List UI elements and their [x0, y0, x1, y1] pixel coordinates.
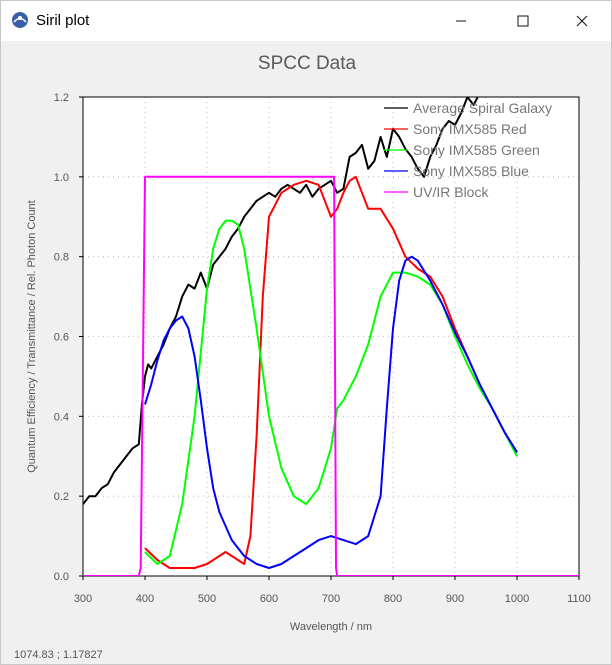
x-tick-label: 900 [446, 593, 464, 605]
y-tick-label: 0.0 [54, 571, 69, 583]
cursor-x-value: 1074.83 [14, 649, 54, 661]
y-tick-label: 0.4 [54, 411, 69, 423]
y-tick-label: 0.2 [54, 491, 69, 503]
legend-entry-3: Sony IMX585 Green [413, 142, 540, 158]
series-line-5 [83, 175, 579, 576]
y-tick-label: 0.6 [54, 332, 69, 344]
x-tick-label: 300 [74, 593, 92, 605]
close-icon [576, 15, 588, 27]
close-button[interactable] [559, 1, 605, 41]
legend-entry-1: Average Spiral Galaxy [413, 100, 552, 116]
title-bar[interactable]: Siril plot [1, 1, 611, 41]
x-tick-label: 800 [384, 593, 402, 605]
cursor-readout: 1074.83 ; 1.17827 [14, 649, 103, 661]
minimize-icon [456, 20, 466, 22]
minimize-button[interactable] [438, 1, 484, 41]
x-axis-label: Wavelength / nm [290, 621, 372, 633]
window-title: Siril plot [36, 12, 90, 29]
series-line-1 [83, 97, 486, 505]
series-line-4 [144, 255, 518, 569]
cursor-separator: ; [56, 649, 60, 661]
siril-app-icon [12, 12, 28, 28]
maximize-icon [517, 15, 529, 27]
y-tick-label: 0.8 [54, 252, 69, 264]
x-tick-label: 400 [136, 593, 154, 605]
x-tick-label: 500 [198, 593, 216, 605]
y-tick-label: 1.2 [54, 92, 69, 104]
maximize-button[interactable] [500, 1, 546, 41]
series-line-2 [144, 175, 518, 569]
x-tick-label: 1000 [505, 593, 529, 605]
spectral-plot[interactable]: 300 400 500 600 700 800 900 1000 1100 0.0 0.2 0.4 0.… [1, 1, 612, 641]
x-tick-label: 1100 [567, 593, 591, 605]
chart-title: SPCC Data [257, 53, 357, 74]
y-tick-label: 1.0 [54, 172, 69, 184]
cursor-y-value: 1.17827 [62, 649, 103, 661]
x-tick-label: 700 [322, 593, 340, 605]
legend-entry-5: UV/IR Block [413, 184, 489, 200]
legend-entry-2: Sony IMX585 Red [413, 121, 527, 137]
legend-entry-4: Sony IMX585 Blue [413, 163, 529, 179]
x-tick-label: 600 [260, 593, 278, 605]
y-axis-label: Quantum Efficiency / Transmittance / Rel… [26, 200, 38, 473]
